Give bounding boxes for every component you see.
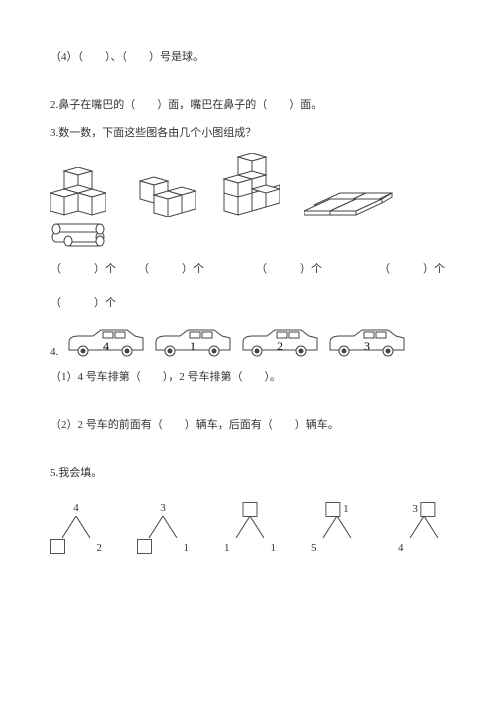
bond-2-bl xyxy=(137,539,152,554)
q4-prefix: 4. xyxy=(50,346,58,358)
bond-5: 3 4 xyxy=(398,502,450,554)
bond-3-bl: 1 xyxy=(224,542,230,554)
q3-figures xyxy=(50,153,450,217)
q5-text: 5.我会填。 xyxy=(50,464,450,484)
tile-figure-4 xyxy=(304,187,394,217)
car-2: 1 xyxy=(152,326,234,358)
bond-1: 4 2 xyxy=(50,502,102,554)
number-bonds-row: 4 2 3 1 1 1 1 5 3 4 xyxy=(50,502,450,554)
bond-3: 1 1 xyxy=(224,502,276,554)
car-3: 2 xyxy=(239,326,321,358)
q4-cars: 4. 4 1 2 3 xyxy=(50,326,450,358)
blank-4: （ ）个 xyxy=(379,260,445,276)
svg-text:4: 4 xyxy=(103,339,109,353)
car-4: 3 xyxy=(326,326,408,358)
bond-5-top: 3 xyxy=(412,502,435,517)
blank-1: （ ）个 xyxy=(50,260,116,276)
q2-text: 2.鼻子在嘴巴的（ ）面，嘴巴在鼻子的（ ）面。 xyxy=(50,96,450,116)
car-1: 4 xyxy=(65,326,147,358)
cube-figure-2 xyxy=(130,167,196,217)
blank-2: （ ）个 xyxy=(138,260,204,276)
bond-3-top xyxy=(243,502,258,517)
q3-text: 3.数一数，下面这些图各由几个小图组成？ xyxy=(50,124,450,144)
bond-2: 3 1 xyxy=(137,502,189,554)
bond-4-top: 1 xyxy=(325,502,348,517)
bond-5-bl: 4 xyxy=(398,542,404,554)
svg-text:1: 1 xyxy=(190,339,196,353)
bond-2-br: 1 xyxy=(184,542,190,554)
bond-4-bl: 5 xyxy=(311,542,317,554)
q4-2-text: （2）2 号车的前面有（ ）辆车，后面有（ ）辆车。 xyxy=(50,416,450,436)
bond-3-br: 1 xyxy=(271,542,277,554)
svg-text:3: 3 xyxy=(364,339,370,353)
bond-1-br: 2 xyxy=(97,542,103,554)
q1-4-text: （4）（ ）、（ ）号是球。 xyxy=(50,48,450,68)
bond-1-top: 4 xyxy=(73,502,79,514)
bond-1-bl xyxy=(50,539,65,554)
cube-figure-3 xyxy=(220,153,280,217)
bond-2-top: 3 xyxy=(160,502,166,514)
bond-4: 1 5 xyxy=(311,502,363,554)
q3-blanks-row1: （ ）个 （ ）个 （ ）个 （ ）个 xyxy=(50,260,450,276)
cube-figure-1 xyxy=(50,167,106,217)
blank-3: （ ）个 xyxy=(256,260,322,276)
blank-5: （ ）个 xyxy=(50,294,450,314)
svg-text:2: 2 xyxy=(277,339,283,353)
q4-1-text: （1）4 号车排第（ ），2 号车排第（ ）。 xyxy=(50,368,450,388)
cylinder-figure-5 xyxy=(50,223,106,247)
